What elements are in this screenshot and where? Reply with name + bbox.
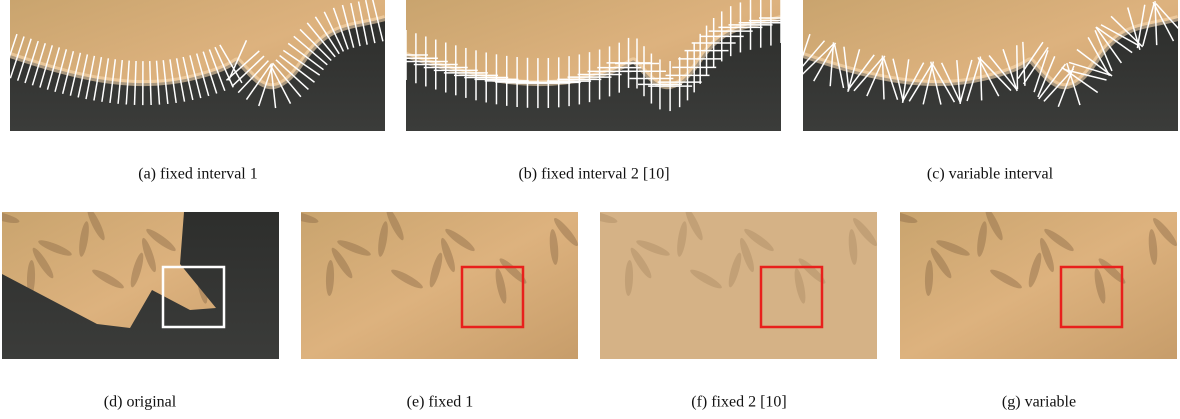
image-panel bbox=[3, 0, 385, 131]
top-row bbox=[3, 0, 1180, 131]
bottom-row bbox=[0, 206, 1180, 359]
image-panel bbox=[384, 0, 803, 131]
image-panel bbox=[0, 206, 282, 359]
caption: (e) fixed 1 bbox=[407, 394, 474, 411]
normal-line bbox=[1017, 45, 1018, 89]
image-background bbox=[900, 212, 1177, 359]
image-panel bbox=[796, 0, 1180, 131]
image-background bbox=[600, 212, 877, 359]
caption: (d) original bbox=[104, 394, 177, 411]
caption: (f) fixed 2 [10] bbox=[691, 394, 787, 411]
image-panel bbox=[582, 206, 880, 359]
figure: (a) fixed interval 1 (b) fixed interval … bbox=[0, 0, 1180, 419]
image-background bbox=[301, 212, 578, 359]
caption: (c) variable interval bbox=[927, 166, 1054, 183]
caption: (b) fixed interval 2 [10] bbox=[518, 166, 669, 183]
image-panel bbox=[882, 206, 1180, 359]
image-panel bbox=[283, 206, 581, 359]
caption: (a) fixed interval 1 bbox=[138, 166, 258, 183]
caption: (g) variable bbox=[1002, 394, 1076, 411]
